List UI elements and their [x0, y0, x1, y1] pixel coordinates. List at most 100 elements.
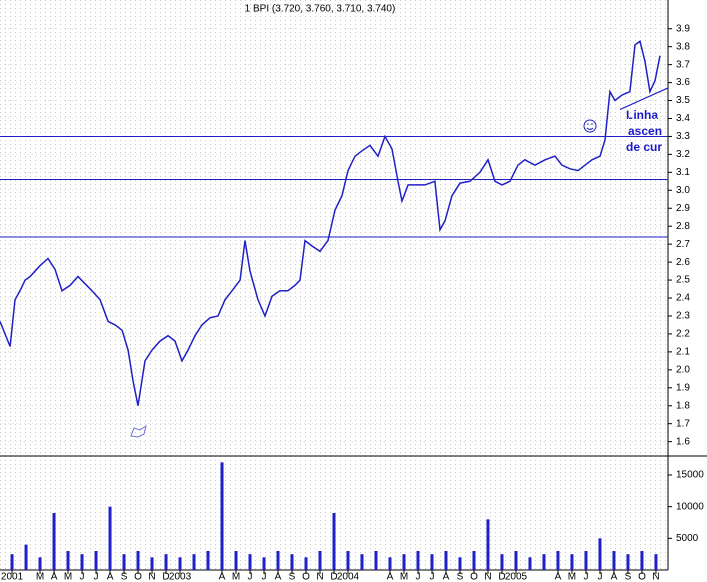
volume-bar: [318, 551, 322, 570]
volume-bar: [192, 554, 196, 570]
x-tick-label: N: [652, 572, 659, 582]
x-tick-label: J: [94, 572, 99, 582]
volume-bar: [276, 551, 280, 570]
volume-bar: [346, 551, 350, 570]
x-tick-label: J: [415, 572, 420, 582]
y-tick-label: 3.7: [676, 59, 690, 70]
y-tick-label: 2.3: [676, 311, 690, 322]
x-tick-label: 2001: [1, 572, 24, 582]
background-grid: [0, 0, 668, 570]
volume-bar: [374, 551, 378, 570]
volume-bar: [290, 554, 294, 570]
y-tick-label: 2.7: [676, 239, 690, 250]
y-tick-label: 3.4: [676, 113, 690, 124]
x-tick-label: J: [583, 572, 588, 582]
x-tick-label: D: [330, 572, 337, 582]
volume-bar: [206, 551, 210, 570]
smiley: [583, 119, 597, 133]
y-tick-label: 5000: [676, 533, 699, 544]
y-tick-label: 10000: [676, 501, 704, 512]
volume-bar: [598, 538, 602, 570]
icon: [130, 424, 147, 438]
volume-bar: [136, 551, 140, 570]
volume-bar: [402, 554, 406, 570]
volume-bar: [388, 557, 392, 570]
volume-bar: [10, 554, 14, 570]
y-tick-label: 2.5: [676, 275, 690, 286]
volume-bar: [24, 544, 28, 570]
volume-bar: [416, 551, 420, 570]
x-tick-label: N: [148, 572, 155, 582]
y-tick-label: 3.3: [676, 131, 690, 142]
x-tick-label: M: [64, 572, 72, 582]
x-tick-label: M: [400, 572, 408, 582]
y-tick-label: 15000: [676, 470, 704, 481]
y-tick-label: 2.8: [676, 221, 690, 232]
trend-line: [619, 87, 669, 111]
x-tick-label: A: [275, 572, 282, 582]
y-tick-label: 2.4: [676, 293, 690, 304]
volume-bar: [304, 557, 308, 570]
x-tick-label: N: [484, 572, 491, 582]
volume-bar: [164, 554, 168, 570]
chart-title: 1 BPI (3.720, 3.760, 3.710, 3.740): [245, 4, 396, 15]
volume-bar: [108, 506, 112, 570]
volume-bar: [584, 551, 588, 570]
volume-bar: [178, 557, 182, 570]
x-tick-label: M: [36, 572, 44, 582]
x-tick-label: J: [429, 572, 434, 582]
volume-bar: [556, 551, 560, 570]
volume-bar: [542, 554, 546, 570]
y-tick-label: 2.2: [676, 329, 690, 340]
x-tick-label: A: [387, 572, 394, 582]
y-tick-label: 3.6: [676, 77, 690, 88]
volume-bar: [626, 554, 630, 570]
x-tick-label: 2003: [169, 572, 192, 582]
volume-bar: [122, 554, 126, 570]
x-tick-label: D: [162, 572, 169, 582]
volume-bar: [66, 551, 70, 570]
x-tick-label: M: [568, 572, 576, 582]
volume-bar: [500, 554, 504, 570]
volume-bar: [640, 551, 644, 570]
volume-bar: [430, 554, 434, 570]
annotation: de cur: [626, 140, 662, 154]
x-tick-label: O: [470, 572, 478, 582]
volume-bar: [234, 551, 238, 570]
x-tick-label: S: [289, 572, 296, 582]
volume-bar: [150, 557, 154, 570]
volume-bar: [332, 513, 336, 570]
volume-bar: [654, 554, 658, 570]
x-tick-label: A: [443, 572, 450, 582]
x-tick-label: 2004: [337, 572, 360, 582]
volume-bar: [262, 557, 266, 570]
x-tick-label: O: [302, 572, 310, 582]
x-tick-label: 2005: [505, 572, 528, 582]
volume-bar: [486, 519, 490, 570]
volume-bar: [612, 551, 616, 570]
annotation: ascen: [628, 124, 662, 138]
volume-bar: [220, 462, 224, 570]
annotation: Linha: [626, 108, 658, 122]
volume-bar: [444, 551, 448, 570]
y-tick-label: 2.6: [676, 257, 690, 268]
volume-bar: [528, 557, 532, 570]
volume-bar: [52, 513, 56, 570]
y-tick-label: 3.8: [676, 41, 690, 52]
x-tick-label: A: [555, 572, 562, 582]
x-tick-label: J: [597, 572, 602, 582]
volume-bar: [514, 551, 518, 570]
y-tick-label: 1.7: [676, 418, 690, 429]
volume-bar: [570, 554, 574, 570]
x-tick-label: J: [80, 572, 85, 582]
x-tick-label: J: [248, 572, 253, 582]
y-tick-label: 2.1: [676, 347, 690, 358]
volume-bar: [94, 551, 98, 570]
y-tick-label: 3.5: [676, 95, 690, 106]
volume-bar: [472, 551, 476, 570]
volume-bar: [38, 557, 42, 570]
x-tick-label: A: [219, 572, 226, 582]
x-tick-label: A: [51, 572, 58, 582]
volume-bar: [80, 554, 84, 570]
